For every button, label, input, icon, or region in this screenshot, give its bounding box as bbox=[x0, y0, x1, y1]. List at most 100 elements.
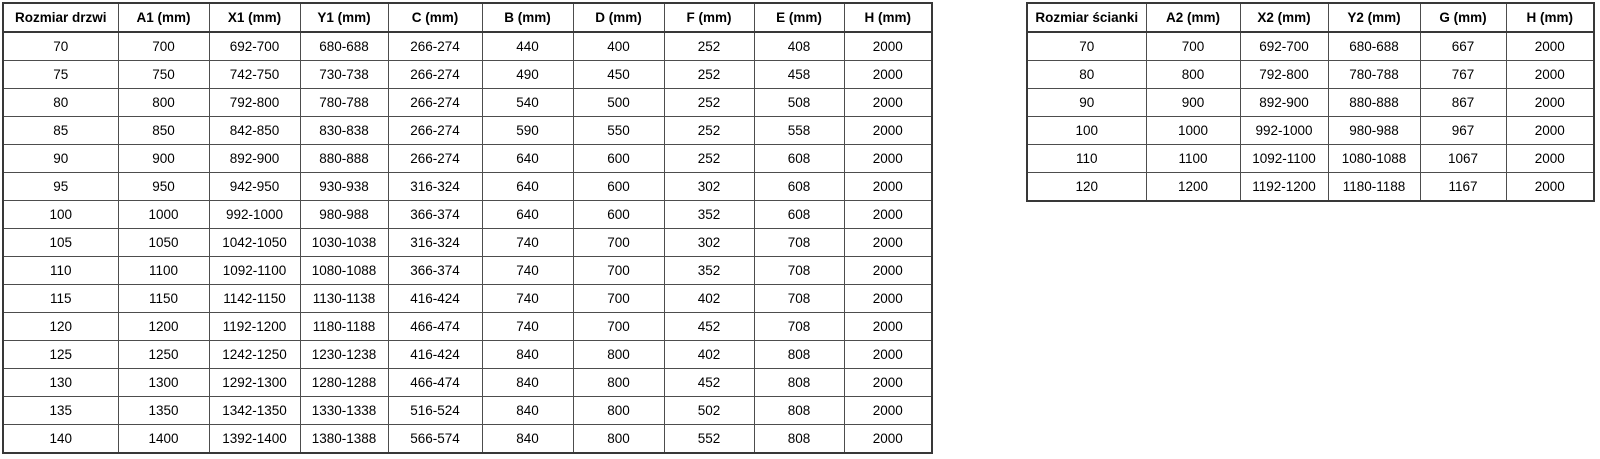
table-cell: 140 bbox=[2, 424, 119, 454]
table-cell: 708 bbox=[753, 228, 845, 257]
header-row: Rozmiar ścianki A2 (mm) X2 (mm) Y2 (mm) G (m… bbox=[1026, 2, 1595, 33]
table-cell: 1250 bbox=[117, 340, 210, 369]
table-cell: 1330-1338 bbox=[299, 396, 389, 425]
table-cell: 2000 bbox=[843, 424, 933, 454]
table-cell: 416-424 bbox=[387, 340, 483, 369]
table-cell: 880-888 bbox=[1327, 88, 1421, 117]
table-cell: 2000 bbox=[843, 88, 933, 117]
table-row: 75 750 742-750 730-738 266-274 490 450 252 458 20… bbox=[2, 60, 933, 89]
table-cell: 402 bbox=[663, 340, 755, 369]
table-cell: 266-274 bbox=[387, 88, 483, 117]
table-cell: 1192-1200 bbox=[208, 312, 301, 341]
table-cell: 730-738 bbox=[299, 60, 389, 89]
table-row: 120 1200 1192-1200 1180-1188 1167 2000 bbox=[1026, 172, 1595, 202]
table-cell: 680-688 bbox=[299, 31, 389, 61]
table-cell: 740 bbox=[481, 256, 574, 285]
table-cell: 402 bbox=[663, 284, 755, 313]
table-cell: 1000 bbox=[1145, 116, 1241, 145]
table-cell: 800 bbox=[572, 424, 665, 454]
table-cell: 2000 bbox=[1505, 116, 1595, 145]
table-cell: 452 bbox=[663, 312, 755, 341]
table-cell: 252 bbox=[663, 60, 755, 89]
table-cell: 980-988 bbox=[299, 200, 389, 229]
table-cell: 1180-1188 bbox=[299, 312, 389, 341]
table-cell: 416-424 bbox=[387, 284, 483, 313]
table-cell: 316-324 bbox=[387, 228, 483, 257]
table-cell: 992-1000 bbox=[1239, 116, 1329, 145]
table-cell: 708 bbox=[753, 284, 845, 313]
column-header: H (mm) bbox=[1505, 2, 1595, 33]
table-cell: 2000 bbox=[843, 256, 933, 285]
table-cell: 115 bbox=[2, 284, 119, 313]
table-cell: 70 bbox=[2, 31, 119, 61]
table-cell: 742-750 bbox=[208, 60, 301, 89]
table-cell: 840 bbox=[481, 396, 574, 425]
table-cell: 640 bbox=[481, 172, 574, 201]
table-cell: 2000 bbox=[843, 368, 933, 397]
table-row: 70 700 692-700 680-688 266-274 440 400 252 408 20… bbox=[2, 31, 933, 61]
column-header: C (mm) bbox=[387, 2, 483, 33]
table-cell: 1300 bbox=[117, 368, 210, 397]
table-cell: 1100 bbox=[1145, 144, 1241, 173]
table-cell: 75 bbox=[2, 60, 119, 89]
table-cell: 80 bbox=[2, 88, 119, 117]
table-cell: 266-274 bbox=[387, 116, 483, 145]
table-cell: 1400 bbox=[117, 424, 210, 454]
table-row: 135 1350 1342-1350 1330-1338 516-524 840 800 50… bbox=[2, 396, 933, 425]
table-cell: 252 bbox=[663, 144, 755, 173]
table-cell: 808 bbox=[753, 368, 845, 397]
table-cell: 366-374 bbox=[387, 256, 483, 285]
table-row: 110 1100 1092-1100 1080-1088 1067 2000 bbox=[1026, 144, 1595, 173]
table-cell: 120 bbox=[2, 312, 119, 341]
table-cell: 130 bbox=[2, 368, 119, 397]
table-row: 140 1400 1392-1400 1380-1388 566-574 840 800 55… bbox=[2, 424, 933, 454]
table-cell: 600 bbox=[572, 200, 665, 229]
table-cell: 450 bbox=[572, 60, 665, 89]
table-cell: 2000 bbox=[1505, 31, 1595, 61]
column-header: F (mm) bbox=[663, 2, 755, 33]
table-cell: 1180-1188 bbox=[1327, 172, 1421, 202]
table-cell: 967 bbox=[1419, 116, 1507, 145]
table-cell: 980-988 bbox=[1327, 116, 1421, 145]
table-cell: 1050 bbox=[117, 228, 210, 257]
column-header: D (mm) bbox=[572, 2, 665, 33]
table-row: 85 850 842-850 830-838 266-274 590 550 252 558 20… bbox=[2, 116, 933, 145]
table-cell: 1167 bbox=[1419, 172, 1507, 202]
table-cell: 867 bbox=[1419, 88, 1507, 117]
table-cell: 800 bbox=[572, 396, 665, 425]
table-cell: 808 bbox=[753, 340, 845, 369]
table-cell: 1200 bbox=[1145, 172, 1241, 202]
table-cell: 700 bbox=[572, 312, 665, 341]
table-cell: 1350 bbox=[117, 396, 210, 425]
table-cell: 408 bbox=[753, 31, 845, 61]
table-row: 95 950 942-950 930-938 316-324 640 600 302 608 20… bbox=[2, 172, 933, 201]
table-cell: 466-474 bbox=[387, 368, 483, 397]
table-cell: 302 bbox=[663, 228, 755, 257]
table-cell: 708 bbox=[753, 256, 845, 285]
table-cell: 2000 bbox=[843, 116, 933, 145]
table-cell: 1092-1100 bbox=[208, 256, 301, 285]
table-cell: 600 bbox=[572, 172, 665, 201]
column-header: B (mm) bbox=[481, 2, 574, 33]
table-cell: 780-788 bbox=[1327, 60, 1421, 89]
table-cell: 692-700 bbox=[208, 31, 301, 61]
column-header: Y2 (mm) bbox=[1327, 2, 1421, 33]
table-cell: 266-274 bbox=[387, 144, 483, 173]
table-cell: 1142-1150 bbox=[208, 284, 301, 313]
table-cell: 1230-1238 bbox=[299, 340, 389, 369]
table-cell: 1030-1038 bbox=[299, 228, 389, 257]
table-cell: 2000 bbox=[1505, 88, 1595, 117]
table-cell: 1080-1088 bbox=[1327, 144, 1421, 173]
table-cell: 700 bbox=[117, 31, 210, 61]
table-cell: 900 bbox=[1145, 88, 1241, 117]
table-cell: 105 bbox=[2, 228, 119, 257]
table-cell: 800 bbox=[1145, 60, 1241, 89]
table-cell: 70 bbox=[1026, 31, 1147, 61]
table-cell: 490 bbox=[481, 60, 574, 89]
table-cell: 1067 bbox=[1419, 144, 1507, 173]
table-cell: 640 bbox=[481, 200, 574, 229]
table-cell: 452 bbox=[663, 368, 755, 397]
table-cell: 740 bbox=[481, 312, 574, 341]
table-cell: 266-274 bbox=[387, 60, 483, 89]
table-cell: 2000 bbox=[843, 200, 933, 229]
